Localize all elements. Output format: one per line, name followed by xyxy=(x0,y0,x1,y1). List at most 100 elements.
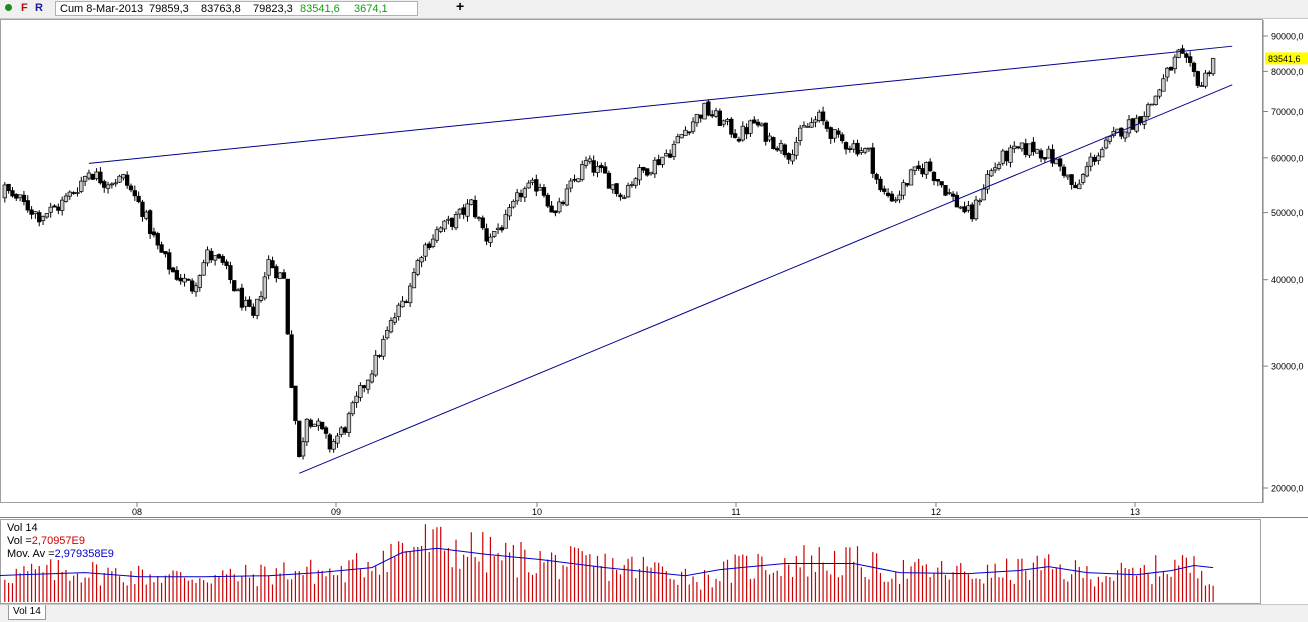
candle-body xyxy=(415,260,420,275)
candle-body xyxy=(251,306,256,316)
candle-body xyxy=(163,251,168,255)
candle-body xyxy=(362,385,367,389)
ohlc-info-box: Cum 8-Mar-2013 79859,3 83763,8 79823,3 8… xyxy=(55,1,418,16)
candle-body xyxy=(564,188,570,206)
candle-body xyxy=(683,129,688,136)
candle-body xyxy=(243,300,248,307)
tab-vol-14[interactable]: Vol 14 xyxy=(8,605,46,620)
candle-body xyxy=(419,257,424,263)
candle-body xyxy=(614,183,619,195)
candle-body xyxy=(1210,58,1216,75)
date-tick-label: 08 xyxy=(132,507,142,517)
candle-body xyxy=(1153,95,1158,105)
candle-body xyxy=(239,287,245,308)
candle-body xyxy=(840,134,845,142)
candle-body xyxy=(60,199,65,211)
candle-body xyxy=(1195,71,1200,86)
candle-body xyxy=(132,190,137,197)
candle-body xyxy=(430,238,436,247)
candle-body xyxy=(534,179,539,192)
candle-body xyxy=(396,304,401,317)
candle-body xyxy=(1203,72,1208,87)
candle-body xyxy=(710,114,715,117)
candle-body xyxy=(453,214,459,229)
candle-body xyxy=(706,101,711,116)
candle-body xyxy=(725,119,730,122)
f-button[interactable]: F xyxy=(21,2,28,14)
candle-body xyxy=(633,178,638,186)
candle-body xyxy=(216,254,222,259)
candle-body xyxy=(52,205,57,208)
candle-body xyxy=(801,125,807,128)
candle-body xyxy=(147,210,153,234)
date-tick-label: 10 xyxy=(532,507,542,517)
candle-body xyxy=(342,427,348,433)
candle-body xyxy=(79,180,84,192)
candle-body xyxy=(882,188,887,192)
candle-body xyxy=(790,153,795,162)
candle-body xyxy=(14,193,19,199)
status-dot-icon xyxy=(5,4,12,11)
candle-body xyxy=(537,187,543,191)
candle-body xyxy=(25,200,30,211)
candle-body xyxy=(121,174,126,179)
candle-body xyxy=(515,192,520,202)
candle-body xyxy=(461,207,466,215)
candle-body xyxy=(423,244,428,257)
candle-body xyxy=(1188,56,1193,63)
candle-body xyxy=(797,127,803,141)
candle-body xyxy=(404,301,409,303)
candle-body xyxy=(21,194,27,202)
r-button[interactable]: R xyxy=(35,2,43,14)
candle-body xyxy=(977,200,983,203)
candle-body xyxy=(323,427,329,434)
candle-body xyxy=(270,260,275,269)
candle-body xyxy=(771,137,776,149)
candle-body xyxy=(1130,118,1135,130)
candle-body xyxy=(786,153,791,160)
candle-body xyxy=(572,178,577,181)
candle-body xyxy=(966,205,971,211)
candle-body xyxy=(637,167,642,181)
candle-body xyxy=(320,421,325,430)
candle-body xyxy=(1126,119,1132,134)
candle-body xyxy=(350,402,355,415)
candle-body xyxy=(457,208,462,215)
candle-body xyxy=(1073,184,1078,189)
candle-body xyxy=(843,142,849,150)
last-value-label: 83541,6 xyxy=(1268,54,1301,64)
candle-body xyxy=(224,261,229,266)
price-tick-label: 50000,0 xyxy=(1271,208,1304,218)
candle-body xyxy=(6,183,11,191)
candle-body xyxy=(266,259,271,276)
candle-body xyxy=(400,300,405,308)
candle-body xyxy=(495,227,501,230)
candle-body xyxy=(442,220,447,230)
candle-body xyxy=(151,231,157,236)
candle-body xyxy=(1191,62,1197,72)
candle-body xyxy=(782,144,788,156)
candle-body xyxy=(228,265,233,280)
candle-body xyxy=(667,153,673,158)
add-button[interactable]: + xyxy=(456,0,465,14)
candle-body xyxy=(576,178,581,183)
candle-body xyxy=(1038,150,1044,159)
candle-body xyxy=(178,277,183,282)
candle-body xyxy=(469,199,474,205)
candle-body xyxy=(1207,72,1212,75)
volume-plot-frame xyxy=(0,519,1261,604)
candle-body xyxy=(193,285,199,293)
candle-body xyxy=(679,134,684,139)
candle-body xyxy=(518,192,524,198)
candle-body xyxy=(48,206,53,213)
candle-body xyxy=(201,262,206,276)
open-value: 79859,3 xyxy=(149,3,189,15)
candle-body xyxy=(377,355,382,357)
candle-body xyxy=(690,121,696,132)
candle-body xyxy=(755,121,761,126)
candle-body xyxy=(648,171,654,175)
candle-body xyxy=(805,126,810,128)
candle-body xyxy=(125,174,130,186)
price-chart[interactable]: 90000,0 80000,0 70000,0 60000,0 50000,0 40000… xyxy=(0,0,1308,604)
candle-body xyxy=(277,272,283,280)
